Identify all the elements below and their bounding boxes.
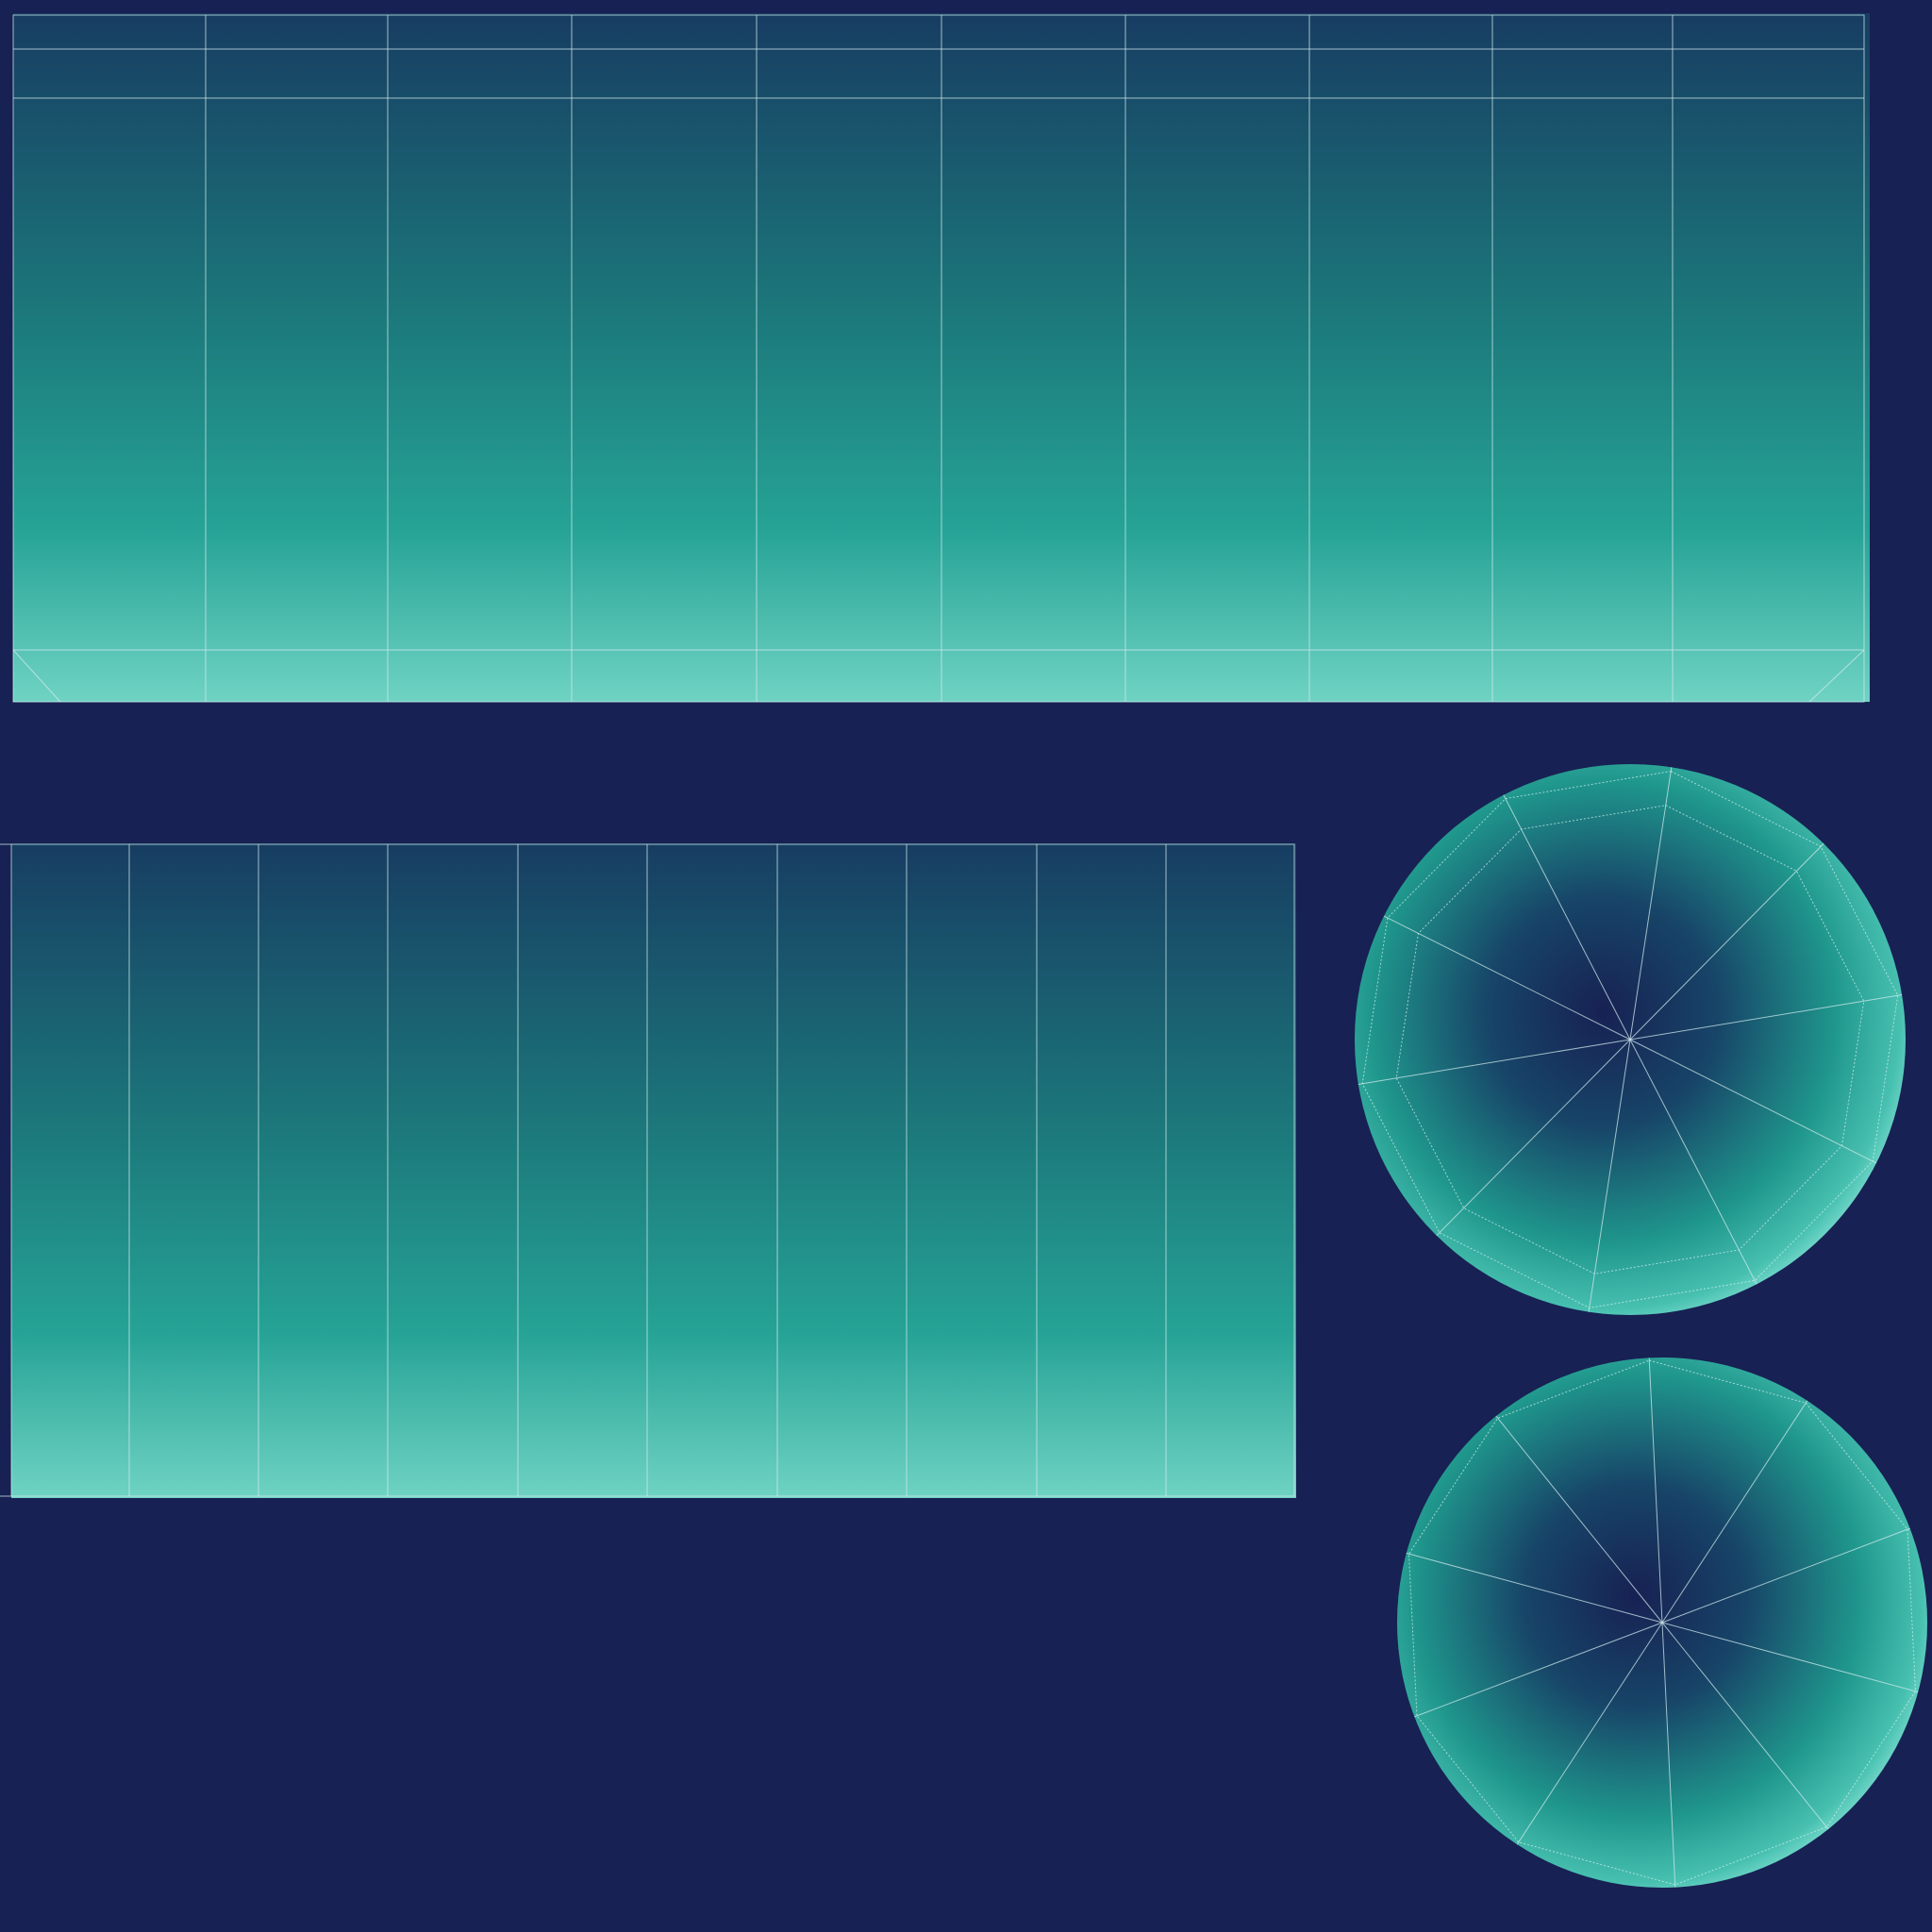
cap-bottom-radial-line [1648,1357,1663,1624]
strip-top-chamfer-right [1808,649,1865,703]
cap-top-ring [1395,805,1865,1274]
cap-top-radial-line [1629,1039,1877,1164]
cap-bottom-radial-line [1661,1622,1829,1830]
strip-top-chamfer-left [12,649,61,703]
cap-bottom-radial-line [1661,1622,1919,1693]
cap-top-radial-line [1629,767,1673,1041]
uv-island-side-strip-top [12,13,1870,703]
cap-top-radial-line [1629,994,1903,1041]
cap-top-radial-line [1383,915,1631,1041]
uv-island-side-strip-bottom [0,843,1296,1498]
cap-bottom-radial-line [1661,1622,1676,1888]
strip-top-border [12,14,1865,703]
cap-top-radial-line [1503,794,1631,1041]
cap-bottom-radial-line [1516,1622,1663,1845]
cap-bottom-ring [1407,1359,1917,1886]
cap-top-radial-line [1629,1039,1757,1285]
cap-bottom-wireframe [1406,1357,1919,1888]
cap-top-radial-line [1588,1039,1631,1312]
strip-bottom-fill [11,843,1296,1498]
cap-bottom-radial-line [1661,1527,1910,1624]
cap-top-radial-line [1436,1039,1631,1237]
strip-bottom-border [10,843,1295,1497]
cap-bottom-radial-line [1414,1622,1663,1718]
cap-top-ring [1361,771,1899,1308]
uv-island-cap-top [1355,764,1906,1315]
cap-bottom-radial-line [1406,1552,1663,1624]
uv-island-cap-bottom [1397,1357,1927,1888]
cap-top-radial-line [1357,1039,1631,1085]
cap-top-wireframe [1357,767,1903,1312]
cap-top-radial-line [1629,842,1824,1041]
strip-bottom-wireframe [0,843,1295,1497]
cap-bottom-radial-line [1495,1415,1663,1624]
strip-top-wireframe [12,14,1865,703]
cap-bottom-radial-line [1661,1400,1808,1624]
